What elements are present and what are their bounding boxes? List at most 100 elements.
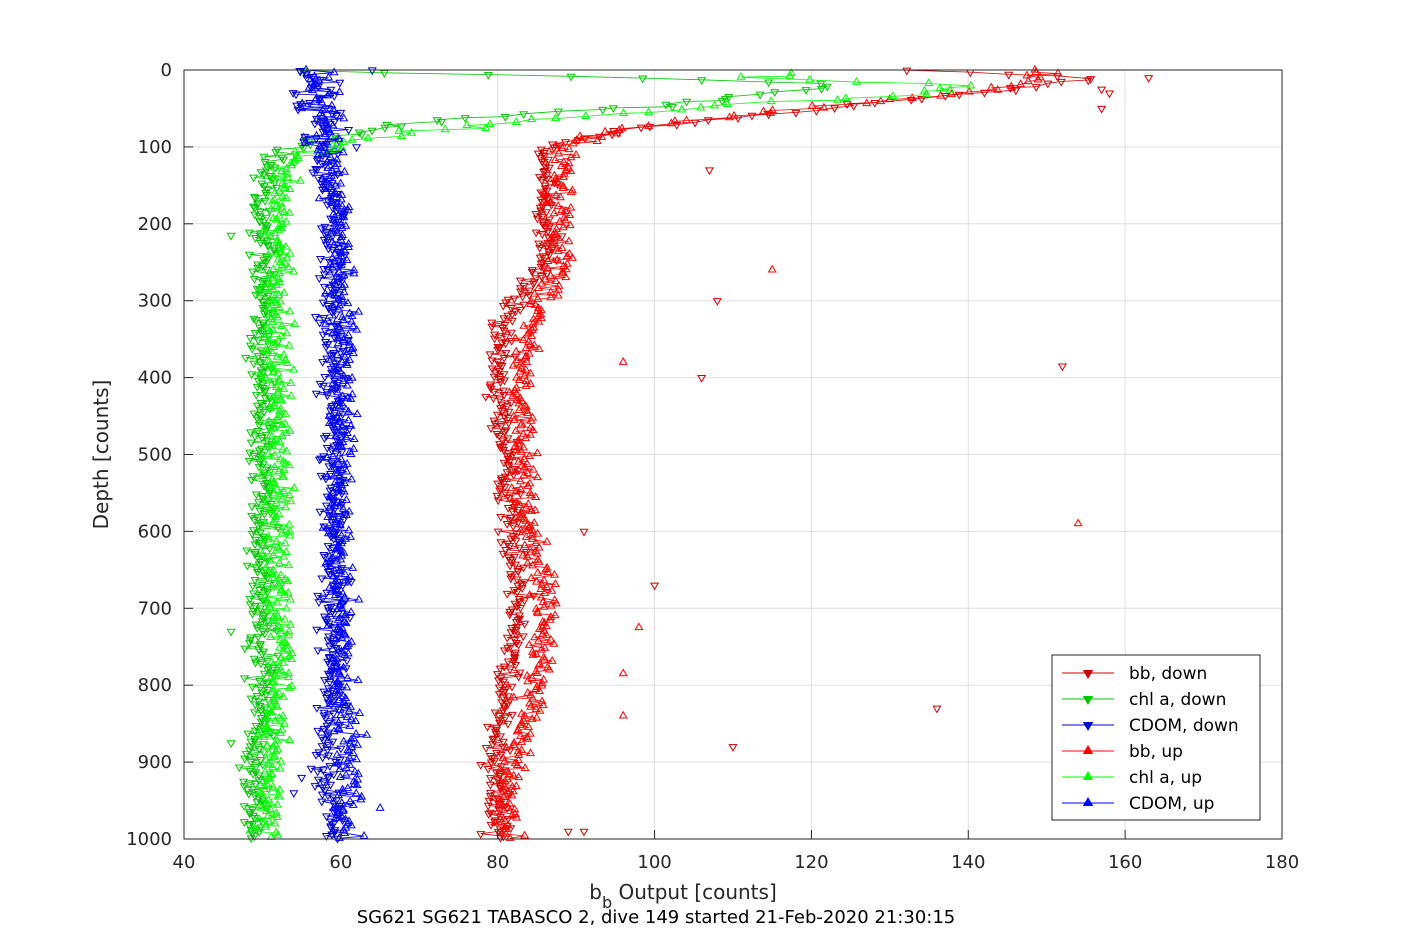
data-point bbox=[300, 138, 310, 146]
data-point bbox=[302, 69, 312, 78]
data-point bbox=[277, 190, 288, 199]
data-point bbox=[260, 395, 270, 404]
data-point bbox=[322, 471, 332, 480]
data-point bbox=[249, 315, 259, 324]
data-point bbox=[285, 425, 295, 434]
data-point bbox=[485, 809, 495, 818]
data-point bbox=[511, 618, 521, 627]
data-point bbox=[337, 201, 347, 210]
data-point bbox=[295, 175, 305, 184]
data-point bbox=[329, 363, 339, 372]
data-point bbox=[526, 690, 536, 698]
data-point bbox=[532, 668, 542, 676]
data-point bbox=[324, 582, 334, 591]
data-point bbox=[343, 406, 353, 415]
data-point bbox=[550, 610, 560, 619]
data-point bbox=[265, 360, 275, 369]
data-point bbox=[329, 240, 339, 248]
data-point bbox=[324, 418, 334, 427]
data-point bbox=[321, 118, 331, 127]
data-point bbox=[511, 425, 521, 434]
data-point bbox=[338, 147, 348, 156]
data-point bbox=[317, 575, 327, 584]
data-point bbox=[272, 351, 282, 360]
data-point bbox=[339, 287, 349, 296]
data-point bbox=[532, 472, 542, 481]
data-point bbox=[264, 759, 274, 768]
data-point bbox=[747, 112, 757, 121]
data-point bbox=[489, 373, 499, 382]
data-point bbox=[256, 239, 266, 248]
data-point bbox=[526, 415, 536, 424]
data-point bbox=[505, 494, 515, 502]
data-point bbox=[268, 478, 278, 486]
data-point bbox=[505, 643, 515, 652]
data-point bbox=[507, 483, 517, 491]
data-point bbox=[250, 330, 260, 338]
data-point bbox=[335, 252, 345, 261]
data-point bbox=[534, 344, 544, 352]
data-point bbox=[561, 139, 571, 148]
data-point bbox=[289, 364, 299, 373]
data-point bbox=[559, 157, 569, 166]
data-point bbox=[246, 759, 256, 767]
data-point bbox=[264, 622, 274, 631]
data-point bbox=[339, 460, 349, 469]
data-point bbox=[1033, 74, 1043, 83]
data-point bbox=[265, 698, 275, 707]
data-point bbox=[339, 824, 349, 833]
data-point bbox=[505, 542, 515, 551]
data-point bbox=[332, 758, 342, 767]
legend-marker bbox=[1082, 722, 1094, 731]
data-point bbox=[481, 123, 491, 132]
data-point bbox=[550, 155, 560, 164]
data-point bbox=[275, 394, 285, 403]
data-point bbox=[531, 275, 541, 284]
data-point bbox=[318, 359, 328, 367]
data-point bbox=[313, 174, 323, 183]
data-point bbox=[488, 736, 498, 745]
data-point bbox=[337, 312, 347, 321]
data-point bbox=[396, 123, 406, 132]
data-point bbox=[551, 276, 561, 284]
data-point bbox=[323, 741, 333, 750]
data-point bbox=[528, 318, 538, 327]
data-point bbox=[252, 402, 263, 411]
data-point bbox=[342, 712, 352, 721]
data-point bbox=[342, 682, 352, 691]
data-point bbox=[498, 784, 508, 793]
data-point bbox=[280, 183, 290, 192]
data-point bbox=[343, 783, 353, 792]
data-point bbox=[297, 103, 307, 112]
data-point bbox=[785, 70, 795, 79]
data-point bbox=[331, 516, 341, 525]
data-point bbox=[258, 540, 268, 548]
data-point bbox=[531, 492, 541, 501]
data-point bbox=[306, 765, 316, 774]
data-point bbox=[528, 314, 538, 323]
data-point bbox=[273, 610, 283, 619]
x-tick-label: 120 bbox=[794, 852, 828, 873]
data-point bbox=[332, 244, 342, 253]
data-point bbox=[256, 169, 266, 178]
data-point bbox=[346, 449, 356, 457]
data-point bbox=[274, 186, 284, 195]
data-point bbox=[333, 294, 343, 303]
data-point bbox=[262, 778, 272, 787]
legend-marker bbox=[1082, 745, 1094, 754]
data-point bbox=[251, 491, 261, 500]
data-point bbox=[519, 301, 529, 310]
data-point bbox=[251, 317, 261, 326]
data-point bbox=[543, 256, 553, 264]
data-point bbox=[523, 328, 533, 337]
data-point bbox=[327, 262, 337, 271]
data-point bbox=[260, 596, 270, 605]
data-point bbox=[341, 221, 351, 229]
data-point bbox=[337, 257, 347, 265]
data-point bbox=[667, 104, 678, 112]
data-point bbox=[275, 296, 285, 305]
y-tick-label: 0 bbox=[161, 60, 172, 81]
data-point bbox=[262, 740, 272, 749]
data-point bbox=[262, 400, 272, 409]
